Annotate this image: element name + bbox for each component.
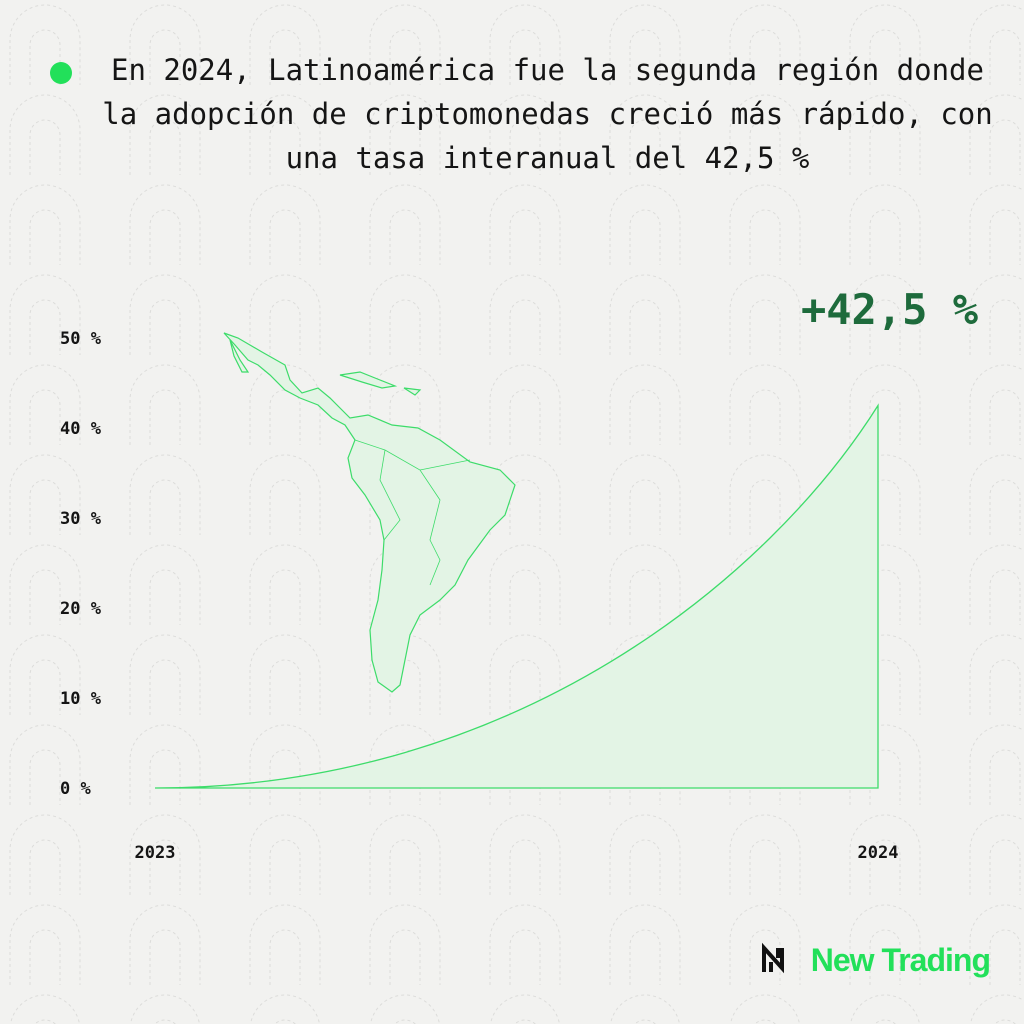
y-tick-label: 40 %	[60, 419, 102, 439]
y-tick-label: 30 %	[60, 509, 102, 529]
latin-america-map	[223, 332, 516, 693]
brand-logo	[762, 942, 784, 974]
y-tick-label: 50 %	[60, 329, 102, 349]
brand: New Trading	[811, 942, 990, 978]
annotation: +42,5 %	[801, 285, 978, 334]
brand-text: New Trading	[811, 942, 990, 978]
bullet	[50, 62, 72, 84]
x-tick-label: 2023	[135, 843, 176, 863]
area	[154, 403, 879, 789]
y-tick-label: 20 %	[60, 599, 102, 619]
map-borders	[354, 439, 471, 586]
title: En 2024, Latinoamérica fue la segunda re…	[102, 53, 993, 175]
y-tick-label: 10 %	[60, 689, 102, 709]
x-tick-label: 2024	[858, 843, 899, 863]
y-tick-label: 0 %	[60, 779, 91, 799]
